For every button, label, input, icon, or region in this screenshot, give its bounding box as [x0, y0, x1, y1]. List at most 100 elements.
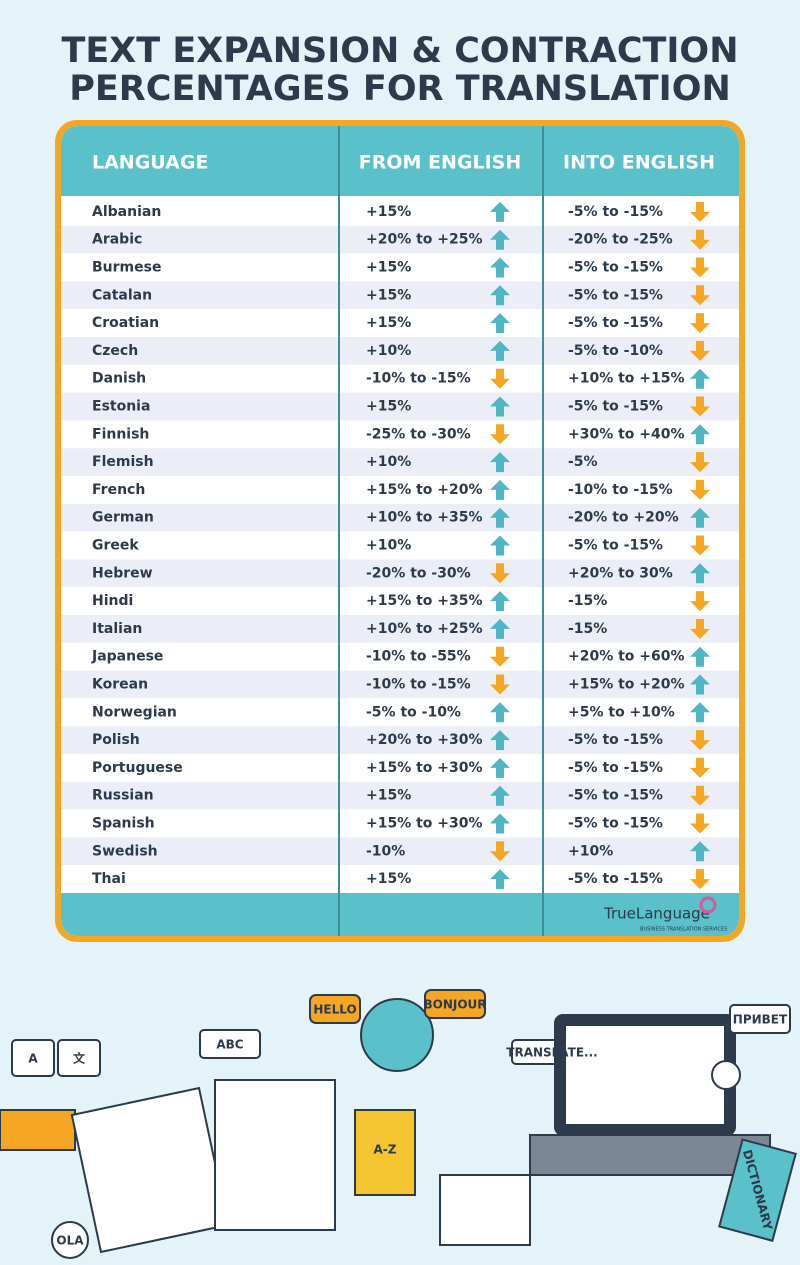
table-row — [61, 198, 739, 226]
arrow-down — [690, 535, 710, 556]
from-english: +10% — [366, 454, 411, 470]
language: Greek — [92, 538, 139, 554]
arrow-down — [690, 201, 710, 222]
language: Italian — [92, 621, 142, 637]
arrow-up — [490, 730, 510, 751]
arrow-up — [490, 396, 510, 417]
language: Korean — [92, 677, 148, 693]
arrow-up — [490, 535, 510, 556]
from-english: -20% to -30% — [366, 565, 471, 581]
from-english: +15% — [366, 204, 411, 220]
into-english: -5% — [568, 454, 598, 470]
language: Albanian — [92, 204, 161, 220]
arrow-up — [690, 507, 710, 528]
language: Croatian — [92, 315, 159, 331]
column-header: FROM ENGLISH — [359, 152, 522, 174]
from-english: -10% — [366, 843, 405, 859]
illustration-label: HELLO — [313, 1003, 356, 1017]
arrow-down — [690, 257, 710, 278]
language: German — [92, 510, 154, 526]
table-row — [61, 225, 739, 254]
table-row — [61, 559, 739, 588]
table-row — [61, 503, 739, 532]
arrow-up — [490, 507, 510, 528]
into-english: -5% to -15% — [568, 287, 663, 303]
arrow-up — [690, 702, 710, 723]
arrow-up — [490, 618, 510, 639]
arrow-up — [690, 424, 710, 445]
arrow-up — [490, 591, 510, 612]
into-english: +30% to +40% — [568, 426, 685, 442]
from-english: -10% to -15% — [366, 371, 471, 387]
language: Hindi — [92, 593, 133, 609]
illustration-label: ПРИВЕТ — [733, 1013, 788, 1027]
from-english: +15% — [366, 315, 411, 331]
table-row — [61, 448, 739, 476]
illustration-label: OLA — [56, 1234, 84, 1248]
into-english: +10% to +15% — [568, 371, 685, 387]
language: Catalan — [92, 287, 152, 303]
arrow-up — [490, 813, 510, 834]
into-english: -5% to -15% — [568, 760, 663, 776]
table-row — [61, 337, 739, 365]
from-english: +20% to +30% — [366, 732, 483, 748]
arrow-down — [690, 285, 710, 306]
table-row — [61, 781, 739, 810]
language: Danish — [92, 371, 146, 387]
table-row — [61, 809, 739, 838]
from-english: -10% to -15% — [366, 677, 471, 693]
arrow-down — [690, 730, 710, 751]
arrow-down — [690, 757, 710, 778]
table-footer — [61, 893, 739, 936]
arrow-up — [490, 201, 510, 222]
language: Polish — [92, 732, 140, 748]
arrow-down — [690, 452, 710, 473]
language: Russian — [92, 788, 154, 804]
language: Flemish — [92, 454, 154, 470]
from-english: +15% — [366, 260, 411, 276]
into-english: -5% to -15% — [568, 315, 663, 331]
from-english: +20% to +25% — [366, 232, 483, 248]
arrow-up — [490, 757, 510, 778]
column-header: INTO ENGLISH — [563, 152, 715, 174]
table-row — [61, 587, 739, 615]
language: Estonia — [92, 399, 150, 415]
into-english: -15% — [568, 593, 607, 609]
arrow-down — [490, 646, 510, 667]
into-english: +20% to +60% — [568, 649, 685, 665]
arrow-up — [490, 452, 510, 473]
from-english: +15% — [366, 287, 411, 303]
into-english: -5% to -15% — [568, 732, 663, 748]
table-row — [61, 865, 739, 893]
from-english: +15% — [366, 788, 411, 804]
language: Norwegian — [92, 704, 177, 720]
into-english: -20% to +20% — [568, 510, 679, 526]
table-header — [61, 126, 739, 196]
from-english: +15% to +30% — [366, 816, 483, 832]
from-english: -5% to -10% — [366, 704, 461, 720]
from-english: +10% to +25% — [366, 621, 483, 637]
table-row — [61, 476, 739, 504]
into-english: -5% to -15% — [568, 788, 663, 804]
language: Japanese — [91, 649, 163, 665]
arrow-down — [690, 396, 710, 417]
into-english: +5% to +10% — [568, 704, 675, 720]
arrow-up — [690, 563, 710, 584]
table-row — [61, 754, 739, 782]
arrow-up — [690, 841, 710, 862]
into-english: +20% to 30% — [568, 565, 673, 581]
logo-tagline: BUSINESS TRANSLATION SERVICES — [640, 927, 727, 933]
from-english: +15% to +20% — [366, 482, 483, 498]
language: Portuguese — [92, 760, 183, 776]
into-english: -5% to -15% — [568, 260, 663, 276]
table-row — [61, 642, 739, 671]
table-row — [61, 281, 739, 310]
arrow-up — [490, 785, 510, 806]
language: Arabic — [92, 232, 142, 248]
arrow-down — [690, 785, 710, 806]
arrow-up — [690, 368, 710, 389]
arrow-down — [690, 229, 710, 250]
table-row — [61, 670, 739, 699]
